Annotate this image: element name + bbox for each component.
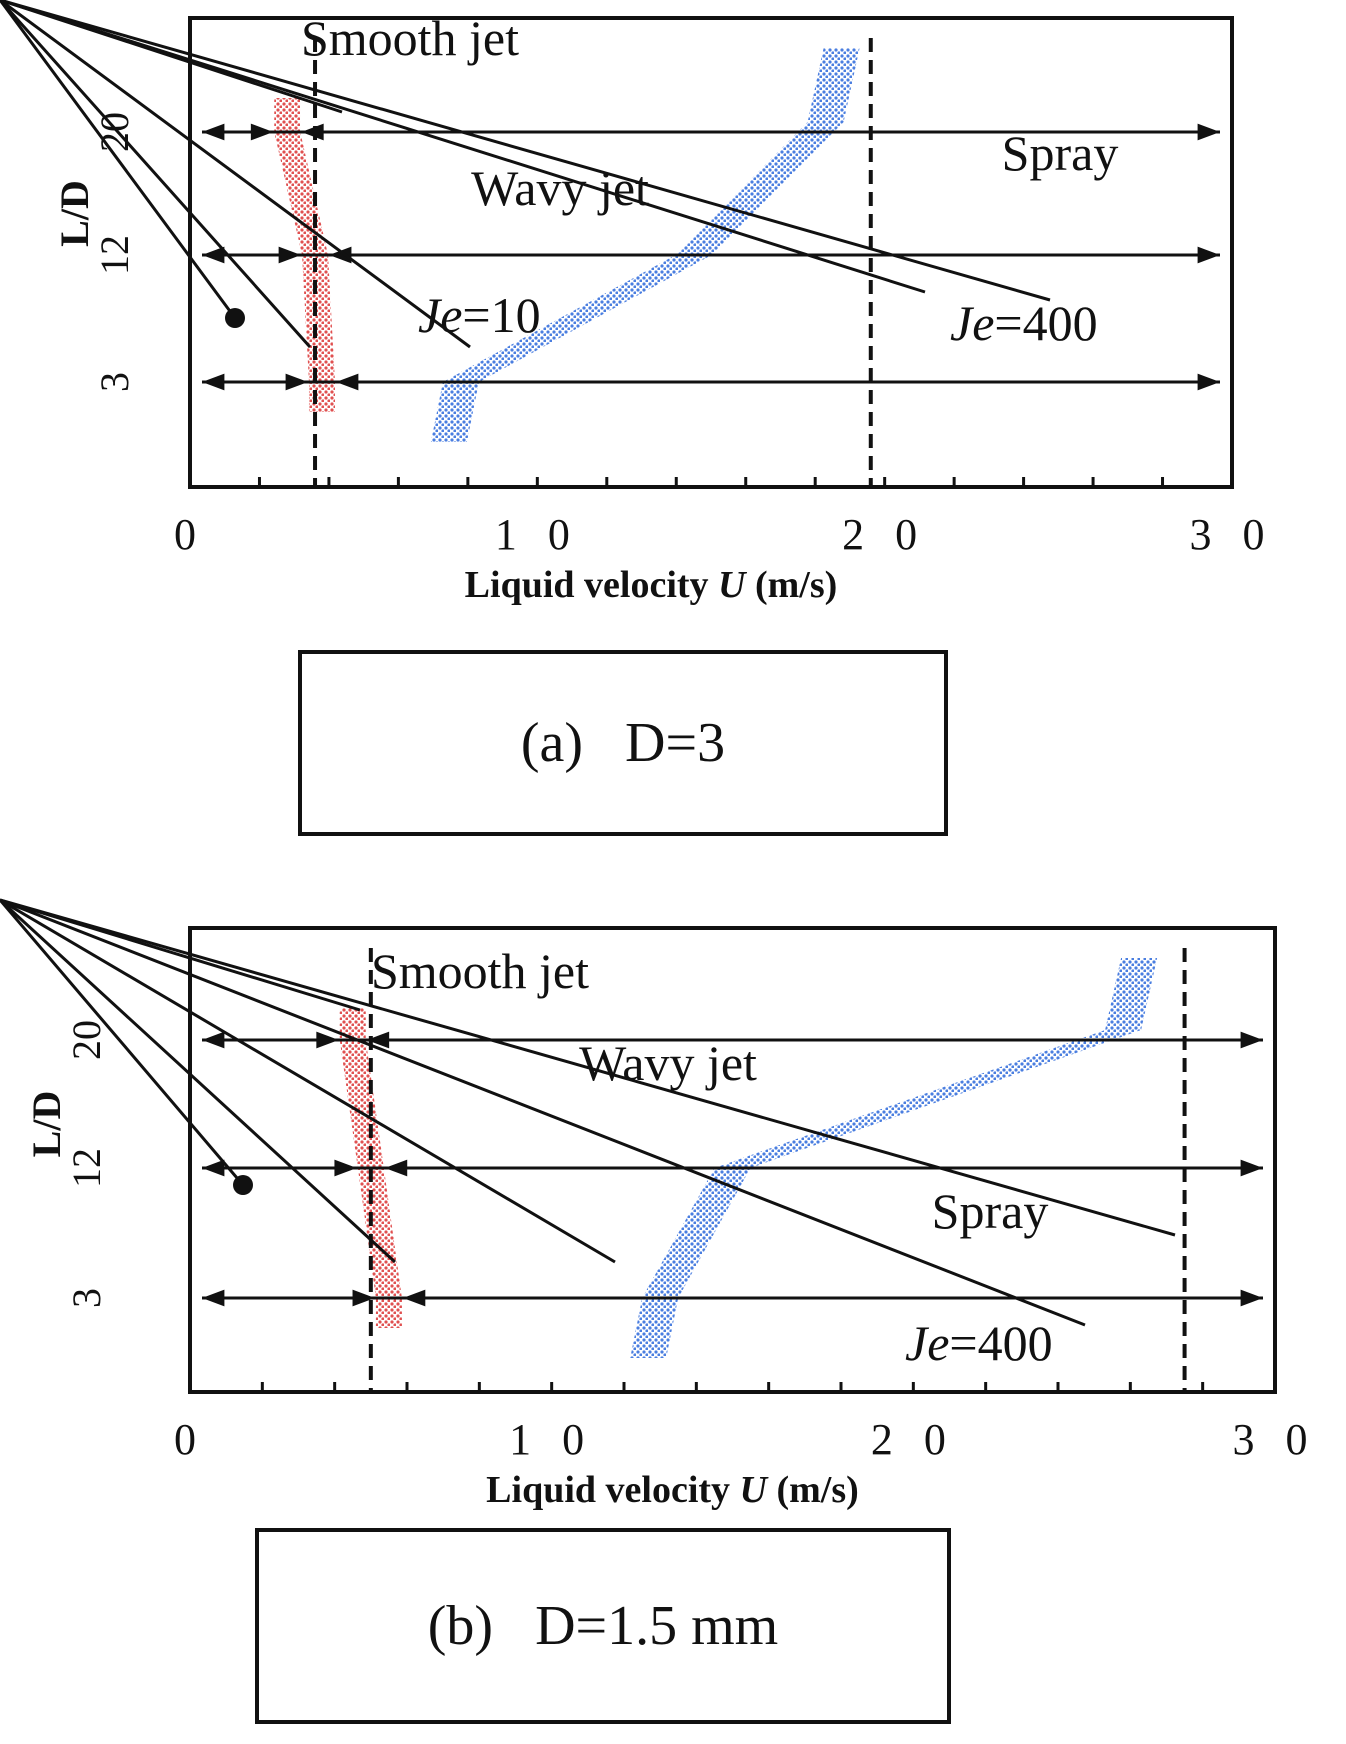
x-axis-label-text: Liquid velocity <box>486 1469 739 1511</box>
leader-line <box>0 899 245 1186</box>
leader-line <box>0 898 1086 1327</box>
y-level-label: 3 <box>64 1288 109 1308</box>
je-symbol: Je <box>905 1315 949 1371</box>
je-label: Je=10 <box>418 287 541 343</box>
x-axis-label-unit: (m/s) <box>777 1469 859 1511</box>
x-axis-label-text: Liquid velocity <box>465 564 718 606</box>
arrow-head-right <box>285 373 308 391</box>
caption-a-text: (a) D=3 <box>520 712 726 774</box>
chart-b-content: 0 1 0 2 0 3 0 Liquid velocity U (m/s) 3 12 20 L/… <box>0 898 1318 1511</box>
leader-line <box>0 898 616 1264</box>
arrow-head-left <box>202 246 225 264</box>
caption-b: (b) D=1.5 mm <box>255 1528 951 1724</box>
arrow-head-right <box>1240 1031 1263 1049</box>
x-axis-label: Liquid velocity U (m/s) <box>465 564 838 606</box>
x-axis-label-symbol: U <box>718 564 755 606</box>
arrow-head-left <box>384 1159 408 1177</box>
x-tick-label: 2 0 <box>842 510 927 559</box>
leader-line <box>0 898 1176 1237</box>
je-value: =400 <box>994 295 1097 351</box>
je-value: =10 <box>462 287 540 343</box>
arrow-head-left <box>202 1159 225 1177</box>
je-value: =400 <box>949 1315 1052 1371</box>
leader-line <box>0 898 397 1264</box>
arrow-head-right <box>1197 246 1220 264</box>
x-axis-label-unit: (m/s) <box>755 564 837 606</box>
x-axis-label: Liquid velocity U (m/s) <box>486 1469 859 1511</box>
x-tick-label: 1 0 <box>495 510 580 559</box>
x-tick-label: 2 0 <box>871 1415 956 1464</box>
je-label: Je=400 <box>905 1315 1053 1371</box>
caption-b-text: (b) D=1.5 mm <box>427 1595 779 1657</box>
x-axis-label-symbol: U <box>740 1469 777 1511</box>
arrow-head-left <box>202 1289 225 1307</box>
chart-b: 0 1 0 2 0 3 0 Liquid velocity U (m/s) 3 12 20 L/… <box>0 898 1318 1511</box>
arrow-head-right <box>352 1289 375 1307</box>
arrow-head-right <box>1240 1289 1263 1307</box>
arrow-head-left <box>202 123 225 141</box>
x-tick-label: 1 0 <box>509 1415 594 1464</box>
arrow-head-left <box>301 123 324 141</box>
region-label: Wavy jet <box>579 1035 757 1091</box>
je-label: Je=400 <box>950 295 1098 351</box>
arrow-head-right <box>1197 123 1220 141</box>
arrow-head-right <box>334 1159 357 1177</box>
caption-a: (a) D=3 <box>298 650 948 836</box>
region-label: Smooth jet <box>371 943 589 999</box>
y-level-label: 20 <box>64 1020 109 1060</box>
arrow-head-right <box>316 1031 339 1049</box>
x-tick-label: 3 0 <box>1190 510 1275 559</box>
leader-marker <box>233 1175 253 1195</box>
plot-frame <box>188 926 1277 1394</box>
leader-line <box>0 0 926 294</box>
leader-line <box>0 0 1051 302</box>
arrow-head-right <box>278 246 302 264</box>
y-level-label: 3 <box>92 372 137 392</box>
leader-line <box>0 0 471 349</box>
arrow-head-left <box>402 1289 426 1307</box>
arrow-head-left <box>335 373 359 391</box>
leader-marker <box>225 308 245 328</box>
je-symbol: Je <box>950 295 994 351</box>
y-level-label: 12 <box>64 1148 109 1188</box>
wavy-spray-boundary-band <box>430 48 860 442</box>
y-level-label: 12 <box>92 235 137 275</box>
leader-line <box>0 0 237 319</box>
arrow-head-left <box>366 1031 390 1049</box>
y-axis-label: L/D <box>52 180 97 247</box>
arrow-head-right <box>1240 1159 1263 1177</box>
plot-frame <box>188 16 1234 489</box>
x-tick-label: 3 0 <box>1233 1415 1318 1464</box>
region-label: Spray <box>1002 125 1119 181</box>
leader-line <box>0 0 312 348</box>
x-tick-label: 0 <box>174 1415 206 1464</box>
arrow-head-left <box>202 373 225 391</box>
x-tick-label: 0 <box>174 510 206 559</box>
arrow-head-left <box>202 1031 225 1049</box>
arrow-head-right <box>1197 373 1220 391</box>
region-label: Spray <box>932 1183 1049 1239</box>
arrow-head-left <box>329 246 352 264</box>
region-label: Smooth jet <box>301 10 519 66</box>
y-axis-label: L/D <box>24 1091 69 1158</box>
arrow-head-right <box>250 123 274 141</box>
region-label: Wavy jet <box>471 160 649 216</box>
